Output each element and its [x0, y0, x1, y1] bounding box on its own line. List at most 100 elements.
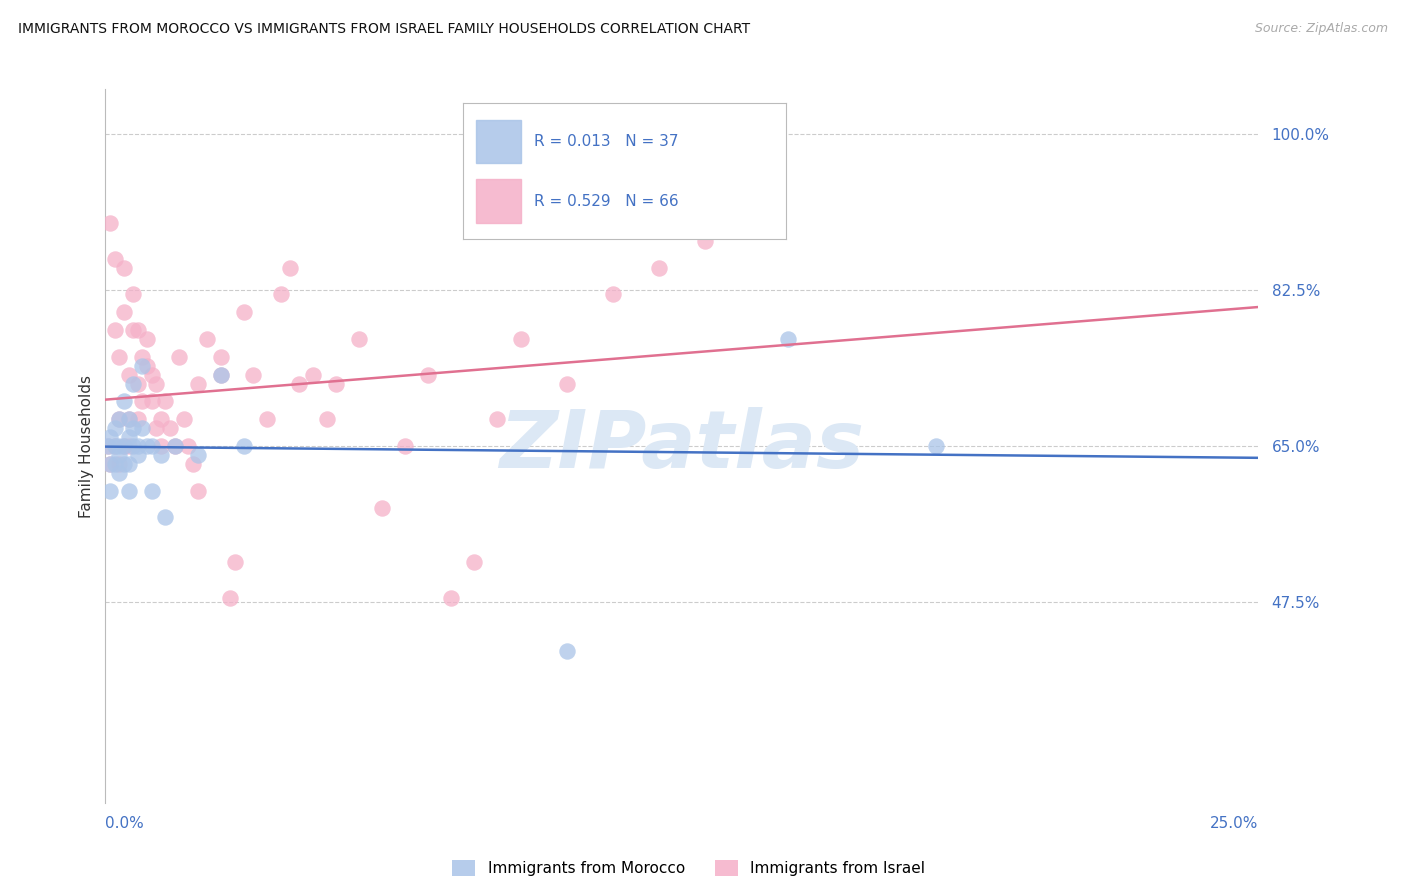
- Point: [209, 350, 232, 364]
- Point: [117, 412, 139, 426]
- Point: [224, 555, 246, 569]
- Legend: Immigrants from Morocco, Immigrants from Israel: Immigrants from Morocco, Immigrants from…: [446, 855, 932, 882]
- Point: [122, 439, 145, 453]
- Point: [108, 466, 131, 480]
- Point: [177, 439, 200, 453]
- Point: [104, 439, 127, 453]
- Point: [122, 323, 145, 337]
- Point: [97, 439, 120, 453]
- Point: [122, 287, 145, 301]
- Point: [117, 412, 139, 426]
- Point: [141, 368, 163, 382]
- Point: [195, 332, 218, 346]
- Point: [159, 421, 181, 435]
- Point: [108, 439, 131, 453]
- Point: [127, 448, 149, 462]
- Point: [117, 430, 139, 444]
- Point: [173, 412, 195, 426]
- Text: IMMIGRANTS FROM MOROCCO VS IMMIGRANTS FROM ISRAEL FAMILY HOUSEHOLDS CORRELATION : IMMIGRANTS FROM MOROCCO VS IMMIGRANTS FR…: [18, 22, 751, 37]
- Y-axis label: Family Households: Family Households: [79, 375, 94, 517]
- Point: [394, 439, 416, 453]
- Point: [463, 555, 485, 569]
- Point: [145, 421, 167, 435]
- Point: [187, 376, 209, 391]
- Point: [486, 412, 509, 426]
- Point: [104, 439, 127, 453]
- Point: [602, 287, 624, 301]
- Point: [555, 376, 578, 391]
- Point: [209, 368, 232, 382]
- Point: [145, 376, 167, 391]
- Point: [131, 394, 153, 409]
- Point: [127, 323, 149, 337]
- Point: [108, 350, 131, 364]
- Point: [127, 376, 149, 391]
- Point: [209, 368, 232, 382]
- Text: ZIPatlas: ZIPatlas: [499, 407, 865, 485]
- Point: [141, 394, 163, 409]
- Point: [131, 421, 153, 435]
- Point: [440, 591, 463, 605]
- Point: [136, 359, 159, 373]
- Point: [740, 216, 762, 230]
- Point: [98, 483, 121, 498]
- Point: [122, 376, 145, 391]
- Text: 25.0%: 25.0%: [1211, 816, 1258, 831]
- Point: [163, 439, 186, 453]
- Point: [108, 448, 131, 462]
- Point: [149, 412, 172, 426]
- Point: [302, 368, 325, 382]
- Point: [136, 439, 159, 453]
- Point: [418, 368, 440, 382]
- Point: [163, 439, 186, 453]
- Point: [232, 439, 254, 453]
- Point: [104, 457, 127, 471]
- Point: [131, 359, 153, 373]
- Point: [278, 260, 301, 275]
- Point: [181, 457, 204, 471]
- Point: [112, 260, 135, 275]
- Point: [149, 439, 172, 453]
- Point: [98, 457, 121, 471]
- Point: [347, 332, 370, 346]
- Point: [648, 260, 671, 275]
- Point: [104, 323, 127, 337]
- Point: [555, 644, 578, 658]
- Point: [693, 234, 716, 248]
- Point: [187, 448, 209, 462]
- Point: [112, 439, 135, 453]
- Point: [117, 368, 139, 382]
- Point: [288, 376, 311, 391]
- Point: [104, 421, 127, 435]
- Point: [117, 439, 139, 453]
- Point: [98, 216, 121, 230]
- Point: [122, 421, 145, 435]
- Point: [325, 376, 347, 391]
- Point: [219, 591, 242, 605]
- Point: [141, 439, 163, 453]
- Point: [141, 483, 163, 498]
- Point: [167, 350, 190, 364]
- Point: [112, 394, 135, 409]
- Point: [98, 430, 121, 444]
- Point: [108, 412, 131, 426]
- Point: [112, 305, 135, 319]
- Point: [924, 439, 946, 453]
- Point: [104, 252, 127, 266]
- Point: [371, 501, 394, 516]
- Point: [127, 439, 149, 453]
- Text: 0.0%: 0.0%: [105, 816, 145, 831]
- Point: [117, 457, 139, 471]
- Point: [108, 412, 131, 426]
- Point: [315, 412, 337, 426]
- Point: [242, 368, 264, 382]
- Point: [112, 457, 135, 471]
- Point: [232, 305, 254, 319]
- Point: [155, 394, 177, 409]
- Point: [131, 350, 153, 364]
- Point: [256, 412, 278, 426]
- Point: [117, 483, 139, 498]
- Point: [187, 483, 209, 498]
- Point: [127, 412, 149, 426]
- Point: [270, 287, 292, 301]
